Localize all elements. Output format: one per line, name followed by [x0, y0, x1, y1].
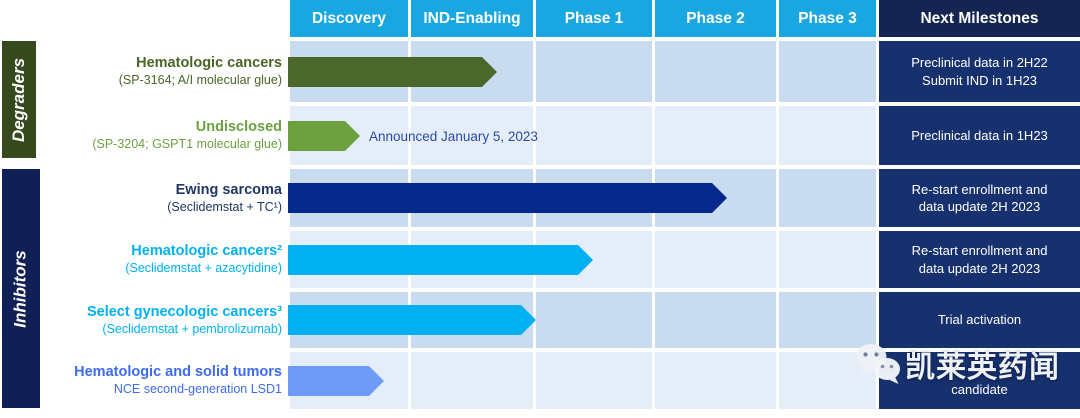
program-label-undisclosed: Undisclosed (SP-3204; GSPT1 molecular gl… — [28, 106, 282, 165]
program-subtitle: (Seclidemstat + TC¹) — [167, 199, 282, 214]
program-label-hematologic-cancers: Hematologic cancers (SP-3164; A/I molecu… — [28, 41, 282, 102]
header-discovery: Discovery — [290, 0, 408, 37]
program-title: Ewing sarcoma — [175, 181, 282, 198]
header-phase-3: Phase 3 — [779, 0, 876, 37]
category-degraders-label: Degraders — [9, 57, 29, 142]
row-band — [290, 352, 876, 409]
milestone-cell: Preclinical data in 2H22 Submit IND in 1… — [879, 41, 1080, 102]
milestone-cell: candidate — [879, 352, 1080, 409]
program-label-hematologic-solid-tumors: Hematologic and solid tumors NCE second-… — [28, 352, 282, 409]
progress-arrow — [288, 245, 593, 275]
category-inhibitors: Inhibitors — [2, 169, 40, 408]
program-title: Hematologic cancers — [136, 55, 282, 72]
category-degraders: Degraders — [2, 41, 36, 158]
milestone-cell: Re-start enrollment and data update 2H 2… — [879, 169, 1080, 227]
milestone-cell: Preclinical data in 1H23 — [879, 106, 1080, 165]
program-label-hematologic-cancers-2: Hematologic cancers² (Seclidemstat + aza… — [28, 231, 282, 288]
program-title: Undisclosed — [195, 119, 282, 136]
program-label-gynecologic-cancers: Select gynecologic cancers³ (Seclidemsta… — [28, 292, 282, 348]
progress-arrow — [288, 305, 536, 335]
wechat-icon — [855, 344, 900, 384]
row-band — [290, 41, 876, 102]
progress-arrow — [288, 57, 497, 87]
program-subtitle: (Seclidemstat + pembrolizumab) — [102, 321, 282, 336]
milestone-cell: Re-start enrollment and data update 2H 2… — [879, 231, 1080, 288]
program-subtitle: (Seclidemstat + azacytidine) — [125, 261, 282, 276]
header-ind-enabling: IND-Enabling — [411, 0, 533, 37]
program-subtitle: (SP-3164; A/I molecular glue) — [118, 73, 282, 88]
progress-arrow — [288, 121, 360, 151]
program-title: Hematologic cancers² — [131, 243, 282, 260]
program-title: Hematologic and solid tumors — [74, 364, 282, 381]
header-next-milestones: Next Milestones — [879, 0, 1080, 37]
watermark-text: 凯莱英药闻 — [905, 351, 1060, 384]
row-band — [290, 169, 876, 227]
row-band — [290, 106, 876, 165]
announcement-note: Announced January 5, 2023 — [369, 129, 538, 144]
program-subtitle: (SP-3204; GSPT1 molecular glue) — [92, 137, 282, 152]
row-band — [290, 292, 876, 348]
program-subtitle: NCE second-generation LSD1 — [113, 382, 282, 397]
milestone-cell: Trial activation — [879, 292, 1080, 348]
row-band — [290, 231, 876, 288]
header-phase-2: Phase 2 — [655, 0, 776, 37]
program-title: Select gynecologic cancers³ — [86, 303, 282, 320]
progress-arrow — [288, 366, 384, 396]
watermark: 凯莱英药闻 — [854, 341, 1060, 387]
progress-arrow — [288, 183, 727, 213]
program-label-ewing-sarcoma: Ewing sarcoma (Seclidemstat + TC¹) — [28, 169, 282, 227]
header-phase-1: Phase 1 — [536, 0, 652, 37]
